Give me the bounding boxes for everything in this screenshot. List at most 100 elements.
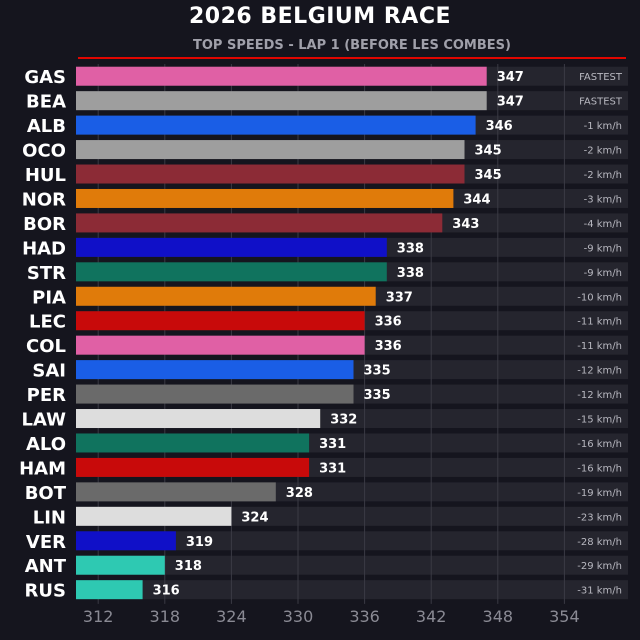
category-label: PER — [27, 385, 66, 406]
x-tick-label: 348 — [483, 607, 514, 626]
bar — [76, 384, 354, 404]
bar — [76, 433, 310, 453]
x-tick-label: 336 — [349, 607, 380, 626]
value-label: 316 — [153, 584, 180, 599]
delta-label: -19 km/h — [577, 488, 622, 499]
x-tick-label: 330 — [283, 607, 314, 626]
bar — [76, 580, 143, 600]
value-label: 345 — [475, 144, 502, 159]
value-label: 343 — [452, 217, 479, 232]
title-underline — [78, 57, 626, 59]
bar — [76, 531, 176, 551]
delta-label: -1 km/h — [584, 121, 622, 132]
value-label: 338 — [397, 241, 424, 256]
bar — [76, 335, 365, 355]
delta-label: -4 km/h — [584, 219, 622, 230]
bar — [76, 311, 365, 331]
category-label: SAI — [32, 361, 66, 382]
category-label: HUL — [25, 165, 66, 186]
value-label: 331 — [319, 461, 346, 476]
delta-label: -23 km/h — [577, 512, 622, 523]
delta-label: -16 km/h — [577, 463, 622, 474]
chart-title: 2026 BELGIUM RACE — [188, 4, 451, 29]
x-tick-label: 354 — [549, 607, 580, 626]
category-label: LIN — [33, 507, 66, 528]
delta-label: FASTEST — [579, 72, 623, 83]
category-label: VER — [26, 532, 66, 553]
bar — [76, 237, 387, 257]
delta-label: -16 km/h — [577, 439, 622, 450]
value-label: 335 — [364, 364, 391, 379]
value-label: 338 — [397, 266, 424, 281]
delta-label: -11 km/h — [577, 341, 622, 352]
delta-label: -11 km/h — [577, 317, 622, 328]
bar — [76, 115, 476, 135]
value-label: 336 — [375, 339, 402, 354]
chart-subtitle: TOP SPEEDS - LAP 1 (BEFORE LES COMBES) — [193, 38, 511, 53]
category-label: BOT — [25, 483, 67, 504]
bar — [76, 66, 487, 86]
delta-label: -15 km/h — [577, 415, 622, 426]
category-label: BEA — [26, 92, 66, 113]
bar — [76, 457, 310, 477]
delta-label: -12 km/h — [577, 390, 622, 401]
bar — [76, 91, 487, 111]
value-label: 318 — [175, 559, 202, 574]
category-label: BOR — [23, 214, 66, 235]
bar — [76, 360, 354, 380]
value-label: 331 — [319, 437, 346, 452]
category-label: ALB — [27, 116, 66, 137]
bar — [76, 164, 465, 184]
value-label: 347 — [497, 95, 524, 110]
delta-label: -29 km/h — [577, 561, 622, 572]
x-tick-label: 324 — [216, 607, 247, 626]
category-label: ANT — [25, 556, 67, 577]
delta-label: -31 km/h — [577, 586, 622, 597]
category-label: RUS — [25, 581, 66, 602]
value-label: 332 — [330, 413, 357, 428]
category-label: STR — [27, 263, 66, 284]
value-label: 344 — [463, 192, 490, 207]
category-label: PIA — [32, 287, 66, 308]
bar — [76, 555, 165, 575]
x-tick-label: 318 — [150, 607, 181, 626]
category-label: HAD — [22, 238, 66, 259]
row-track — [76, 531, 628, 551]
value-label: 336 — [375, 315, 402, 330]
bar — [76, 213, 443, 233]
x-tick-label: 312 — [83, 607, 114, 626]
bar — [76, 140, 465, 160]
row-track — [76, 555, 628, 575]
category-label: GAS — [24, 67, 66, 88]
value-label: 346 — [486, 119, 513, 134]
delta-label: FASTEST — [579, 97, 623, 108]
bar — [76, 286, 376, 306]
value-label: 335 — [364, 388, 391, 403]
value-label: 319 — [186, 535, 213, 550]
value-label: 328 — [286, 486, 313, 501]
x-tick-label: 342 — [416, 607, 447, 626]
bar — [76, 188, 454, 208]
value-label: 345 — [475, 168, 502, 183]
row-track — [76, 580, 628, 600]
bar — [76, 482, 276, 502]
bar — [76, 409, 321, 429]
delta-label: -12 km/h — [577, 366, 622, 377]
value-label: 347 — [497, 70, 524, 85]
delta-label: -28 km/h — [577, 537, 622, 548]
delta-label: -10 km/h — [577, 292, 622, 303]
delta-label: -2 km/h — [584, 170, 622, 181]
value-label: 324 — [241, 510, 268, 525]
category-label: ALO — [26, 434, 66, 455]
value-label: 337 — [386, 290, 413, 305]
delta-label: -9 km/h — [584, 268, 622, 279]
category-label: HAM — [19, 458, 66, 479]
category-label: LEC — [29, 312, 66, 333]
category-label: OCO — [22, 141, 66, 162]
bar — [76, 506, 232, 526]
bar — [76, 262, 387, 282]
delta-label: -3 km/h — [584, 194, 622, 205]
category-label: NOR — [22, 189, 66, 210]
delta-label: -9 km/h — [584, 243, 622, 254]
